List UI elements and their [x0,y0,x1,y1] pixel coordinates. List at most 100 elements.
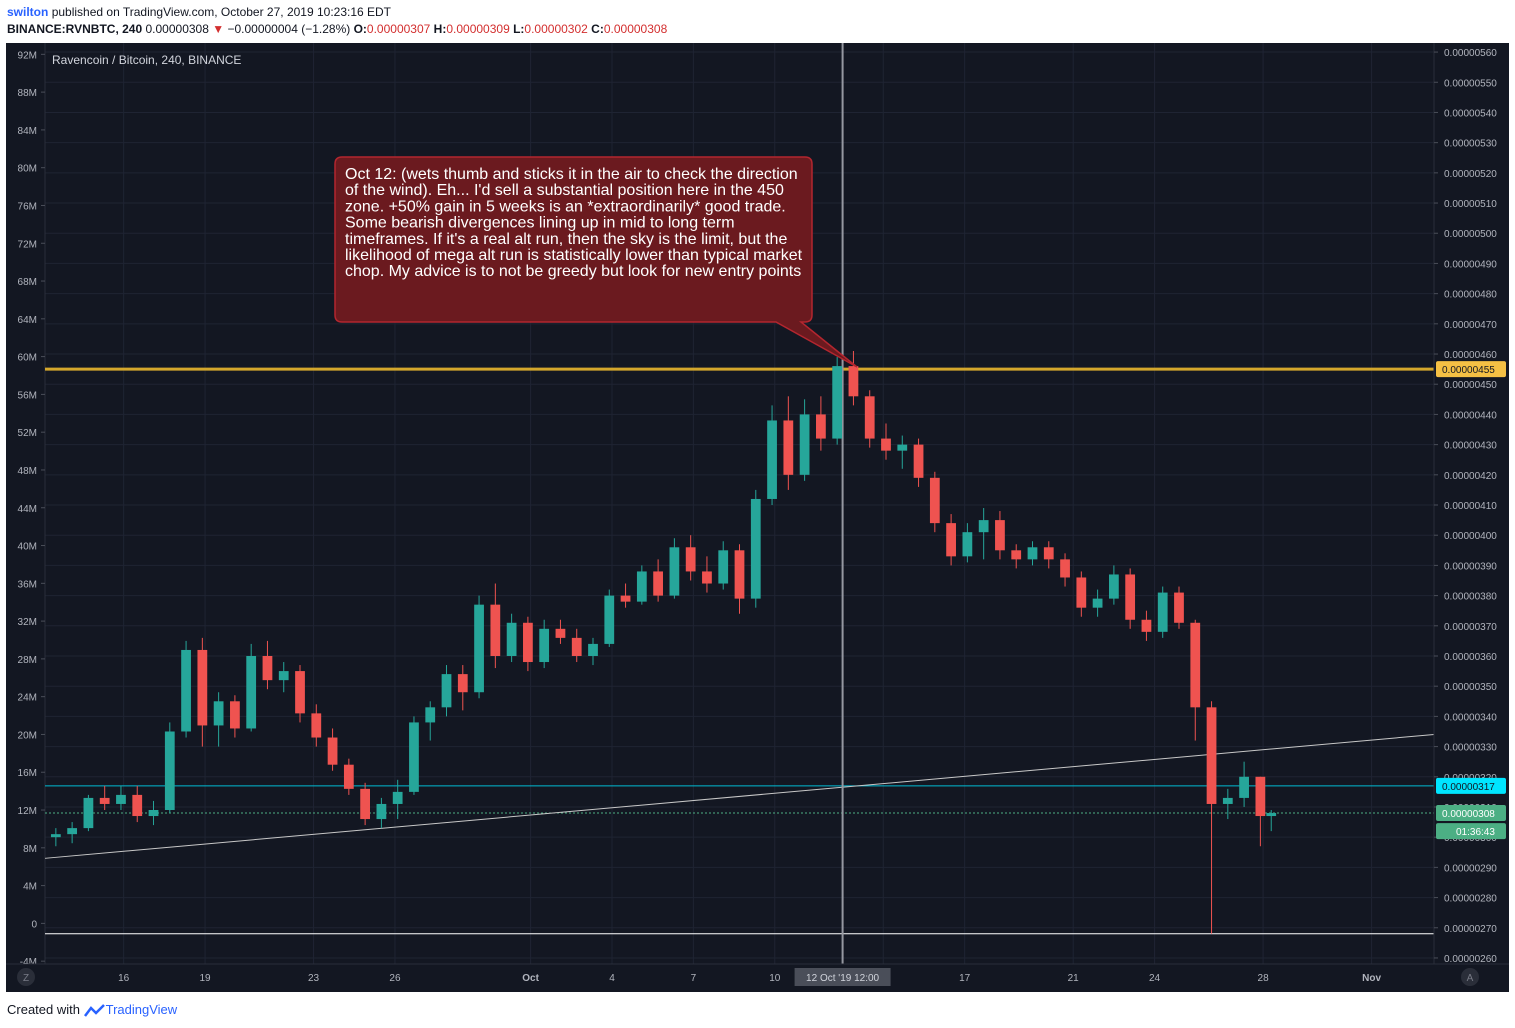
candle [946,514,956,566]
candle [653,559,663,602]
candle-body [1141,619,1152,632]
candle [1157,586,1168,638]
volume-tick-label: 88M [18,88,37,99]
price-tick-label: 0.00000490 [1444,259,1497,270]
price-tick-label: 0.00000400 [1444,531,1497,542]
candle-body [197,649,208,726]
volume-tick-label: 12M [18,806,37,817]
candle-body [636,571,647,602]
candle-body [669,547,680,596]
symbol-line: BINANCE:RVNBTC, 240 [7,22,143,36]
candle [67,822,78,844]
annotation-line: chop. My advice is to not be greedy but … [345,263,801,280]
candle-body [181,649,191,732]
candle [327,728,338,771]
candle [929,471,940,533]
candle-body [278,671,289,681]
candle [164,722,175,814]
candle-body [750,498,761,599]
candle-body [783,420,794,475]
candle-body [929,477,940,524]
annotation-line: zone. +50% gain in 5 weeks is an *extrao… [345,198,786,215]
annotation-text: Oct 12: (wets thumb and sticks it in the… [345,166,803,280]
candle-body [246,655,257,729]
candle-body [1206,707,1217,804]
candle [816,396,826,451]
price-chart[interactable]: 92M88M84M80M76M72M68M64M60M56M52M48M44M4… [6,43,1509,992]
candle [685,535,696,581]
candle-body [409,722,419,792]
volume-tick-label: 40M [18,542,37,553]
price-axis: 0.00000560 0.00000550 0.00000540 0.00000530… [1433,43,1509,992]
candle [1206,701,1217,934]
candle [636,565,647,605]
candle [832,357,843,445]
volume-tick-label: 92M [18,50,37,61]
candle [718,541,729,590]
price-tick-label: 0.00000330 [1444,743,1497,754]
candle-body [864,396,875,439]
candle [1174,586,1184,629]
price-tick-label: 0.00000380 [1444,592,1497,603]
callout-shape [334,156,858,368]
candle [1255,776,1266,847]
candle-body [799,414,810,475]
candle-body [376,803,387,820]
price-tick-label: 0.00000410 [1444,501,1497,512]
candle [181,640,191,738]
candle-body [164,731,175,810]
candle [1076,571,1087,617]
auto-scale-label: A [1467,973,1474,984]
candle [783,396,794,490]
candle [1108,565,1119,605]
candle-body [539,628,550,663]
time-tick-label: Oct [522,973,539,984]
candle [881,423,891,460]
candle [962,523,973,563]
candle [571,628,582,663]
candle [246,643,257,732]
candle-body [620,595,631,602]
time-tick-label: 21 [1068,973,1080,984]
candle-body [1266,813,1277,817]
time-tick-label: 28 [1258,973,1270,984]
candle-body [441,674,452,708]
candle-body [457,674,468,693]
candle-body [1125,574,1136,620]
candle [116,785,126,810]
time-tick-label: 17 [959,973,971,984]
candle-body [653,571,663,596]
time-tick-label: 23 [308,973,320,984]
candle-body [832,366,843,439]
candle-body [978,520,989,533]
price-tick-label: 0.00000370 [1444,622,1497,633]
candle [425,701,436,741]
candle [848,351,859,406]
candle [99,785,110,810]
candle [506,613,517,663]
candle-body [474,604,484,693]
candle-body [392,791,403,804]
candle-body [490,604,501,656]
volume-tick-label: 72M [18,239,37,250]
annotation-line: likelihood of mega alt run is statistica… [345,247,803,264]
candle [1141,610,1152,641]
candle-body [1174,592,1184,623]
volume-tick-label: 56M [18,390,37,401]
time-axis-bg [6,964,1509,992]
candle-body [848,366,859,397]
price-tick-label: 0.00000280 [1444,894,1497,905]
tradingview-brand[interactable]: TradingView [105,1002,178,1017]
price-badge-label: 0.00000317 [1442,782,1495,793]
annotation-callout[interactable]: Oct 12: (wets thumb and sticks it in the… [334,156,858,368]
candle-body [881,438,891,451]
candle-body [816,414,826,439]
candle-body [995,520,1005,551]
candle [1043,541,1054,569]
author-name[interactable]: swilton [7,5,49,19]
candle-body [262,655,273,681]
candle-body [1060,559,1070,578]
candle-body [311,713,322,738]
candle [913,438,924,487]
candle [1092,589,1103,617]
